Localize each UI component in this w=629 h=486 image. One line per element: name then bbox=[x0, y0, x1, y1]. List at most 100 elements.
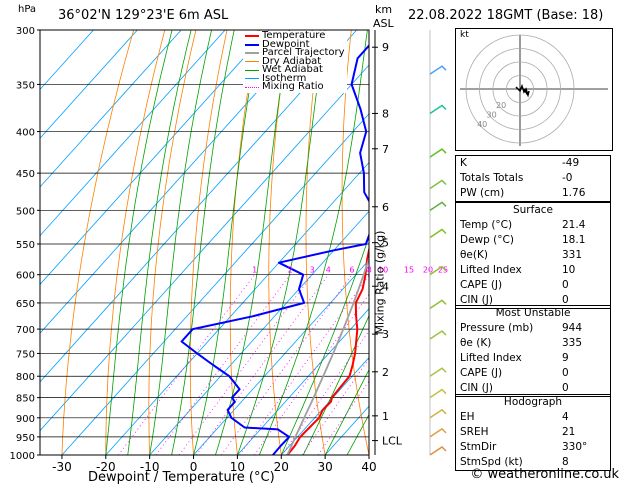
wind-barb bbox=[429, 201, 447, 211]
mixing-ratio-label: 2 bbox=[288, 266, 293, 275]
legend-swatch bbox=[245, 52, 259, 55]
mixing-ratio-label: 3 bbox=[310, 266, 315, 275]
row-label: CIN (J) bbox=[460, 294, 493, 306]
isotherm-line bbox=[40, 30, 138, 139]
wet-adiabat-line bbox=[302, 314, 369, 455]
row-label: Lifted Index bbox=[460, 264, 522, 276]
surface-table: Surface Temp (°C) 21.4 Dewp (°C) 18.1 θe(K) 3… bbox=[455, 202, 611, 309]
table-row: CIN (J) 0 bbox=[456, 293, 610, 308]
temp-tick-label: 20 bbox=[274, 460, 289, 474]
row-value: 8 bbox=[562, 456, 569, 468]
pressure-tick-label: 900 bbox=[16, 414, 35, 425]
row-label: Totals Totals bbox=[460, 172, 524, 184]
isotherm-line bbox=[193, 259, 369, 455]
dry-adiabat-line bbox=[61, 30, 135, 455]
legend-item: Temperature bbox=[245, 30, 345, 41]
temp-tick-label: -10 bbox=[140, 460, 160, 474]
row-value: 944 bbox=[562, 322, 583, 334]
table-row: StmDir 330° bbox=[456, 440, 610, 455]
legend-label: Temperature bbox=[262, 30, 326, 41]
pressure-tick-label: 800 bbox=[16, 372, 35, 383]
wind-barb bbox=[429, 330, 447, 340]
mixing-ratio-label: 25 bbox=[438, 266, 448, 275]
legend-item: Isotherm bbox=[245, 73, 345, 84]
legend-item: Mixing Ratio bbox=[245, 82, 345, 92]
row-label: CAPE (J) bbox=[460, 279, 503, 291]
table-row: θe(K) 331 bbox=[456, 248, 610, 263]
mixing-ratio-axis-label: Mixing Ratio (g/kg) bbox=[373, 230, 387, 335]
table-row: PW (cm) 1.76 bbox=[456, 186, 610, 201]
isotherm-line bbox=[40, 30, 270, 286]
wind-barb bbox=[429, 427, 447, 438]
wet-adiabat-line bbox=[105, 30, 173, 455]
pressure-tick-label: 300 bbox=[16, 26, 35, 37]
mixing-ratio-label: 1 bbox=[252, 266, 257, 275]
row-value: -0 bbox=[562, 172, 573, 184]
wind-barb bbox=[429, 148, 447, 158]
table-row: Lifted Index 10 bbox=[456, 263, 610, 278]
temp-tick-label: 40 bbox=[361, 460, 376, 474]
temp-tick-label: -20 bbox=[96, 460, 116, 474]
km-tick-label: 5 bbox=[382, 237, 389, 250]
isotherm-line bbox=[40, 30, 226, 237]
pressure-tick-label: 650 bbox=[16, 299, 35, 310]
pressure-tick-label: 600 bbox=[16, 271, 35, 282]
temp-tick-label: 10 bbox=[230, 460, 245, 474]
row-value: 18.1 bbox=[562, 234, 586, 246]
row-label: θe (K) bbox=[460, 337, 492, 349]
hodograph-ring-label: 20 bbox=[496, 101, 506, 110]
row-value: 0 bbox=[562, 367, 569, 379]
legend-swatch bbox=[245, 86, 259, 88]
pressure-tick-label: 950 bbox=[16, 433, 35, 444]
hpa-label: hPa bbox=[18, 4, 37, 15]
surface-title: Surface bbox=[512, 204, 553, 216]
legend-swatch bbox=[245, 35, 259, 38]
table-row: CIN (J) 0 bbox=[456, 381, 610, 396]
wind-barb bbox=[429, 104, 447, 115]
temp-tick-label: 0 bbox=[190, 460, 198, 474]
mixing-ratio-label: 15 bbox=[404, 266, 414, 275]
dewpoint-line bbox=[180, 44, 369, 455]
pressure-tick-label: 850 bbox=[16, 394, 35, 405]
wet-adiabat-line bbox=[193, 30, 261, 455]
dry-adiabat-line bbox=[148, 30, 197, 455]
km-tick-label: 2 bbox=[382, 366, 389, 379]
row-value: 4 bbox=[562, 411, 569, 423]
legend-label: Dry Adiabat bbox=[262, 55, 322, 67]
wind-barb bbox=[429, 228, 447, 239]
row-value: 21 bbox=[562, 426, 576, 438]
isotherm-line bbox=[149, 210, 369, 455]
wind-barb bbox=[429, 388, 447, 399]
row-value: -49 bbox=[562, 157, 580, 169]
wind-barb bbox=[429, 299, 447, 309]
row-label: Dewp (°C) bbox=[460, 234, 514, 246]
row-label: CIN (J) bbox=[460, 382, 493, 394]
isotherm-line bbox=[61, 113, 369, 455]
row-value: 0 bbox=[562, 294, 569, 306]
table-row: CAPE (J) 0 bbox=[456, 366, 610, 381]
wind-barb bbox=[429, 446, 447, 456]
legend: Temperature Dewpoint Parcel Trajectory Dry … bbox=[243, 31, 347, 93]
table-row: SREH 21 bbox=[456, 425, 610, 440]
km-tick-label: 6 bbox=[382, 201, 389, 214]
table-row: Pressure (mb) 944 bbox=[456, 321, 610, 336]
hodograph-ring-label: 30 bbox=[487, 110, 497, 119]
km-tick-label: 7 bbox=[382, 143, 389, 156]
isotherm-line bbox=[280, 356, 369, 455]
row-label: SREH bbox=[460, 426, 489, 438]
km-tick-label: 9 bbox=[382, 41, 389, 54]
copyright-footer: © weatheronline.co.uk bbox=[470, 467, 619, 482]
row-label: Pressure (mb) bbox=[460, 322, 534, 334]
hodograph-ring bbox=[479, 48, 561, 130]
hodograph-ring-label: 40 bbox=[477, 120, 487, 129]
temp-tick-label: 30 bbox=[317, 460, 332, 474]
isotherm-line bbox=[40, 30, 182, 188]
legend-item: Wet Adiabat bbox=[245, 65, 345, 75]
km-tick-label: 4 bbox=[382, 280, 389, 293]
hodograph-ring bbox=[465, 34, 575, 144]
row-label: Temp (°C) bbox=[460, 219, 513, 231]
dry-adiabat-line bbox=[268, 30, 290, 455]
mixing-ratio-label: 10 bbox=[378, 266, 388, 275]
row-value: 0 bbox=[562, 279, 569, 291]
isotherm-line bbox=[237, 308, 369, 455]
